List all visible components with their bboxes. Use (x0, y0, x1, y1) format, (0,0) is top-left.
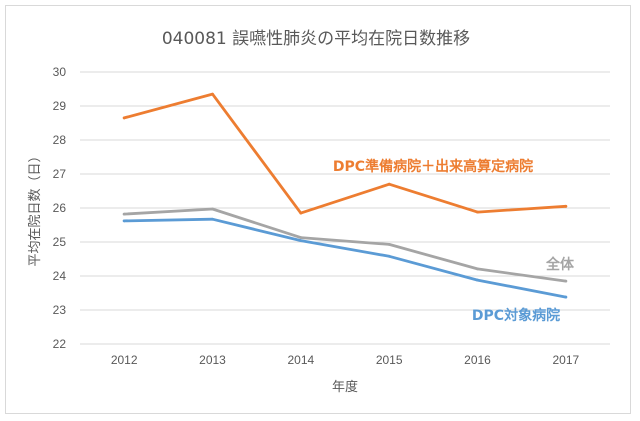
data-point (564, 204, 568, 208)
data-point (564, 279, 568, 283)
y-tick-label: 27 (53, 167, 67, 181)
series-lines (122, 92, 568, 299)
y-tick-label: 30 (53, 65, 67, 79)
x-axis-ticks: 2012 2013 2014 2015 2016 2017 (111, 353, 580, 367)
y-tick-label: 29 (53, 99, 67, 113)
x-tick-label: 2015 (376, 353, 403, 367)
gridlines (80, 71, 610, 345)
y-axis-label: 平均在院日数（日） (28, 149, 43, 266)
data-point (122, 212, 126, 216)
y-tick-label: 23 (53, 303, 67, 317)
data-point (122, 116, 126, 120)
data-point (299, 211, 303, 215)
x-tick-label: 2016 (464, 353, 491, 367)
y-tick-label: 26 (53, 201, 67, 215)
x-tick-label: 2012 (111, 353, 138, 367)
data-point (211, 92, 214, 96)
y-tick-label: 24 (53, 269, 67, 283)
data-point (387, 242, 391, 246)
x-axis-label: 年度 (332, 379, 358, 395)
y-tick-label: 22 (53, 337, 67, 351)
x-tick-label: 2013 (199, 353, 226, 367)
data-point (122, 219, 126, 223)
series-label-dpc-target: DPC対象病院 (472, 307, 560, 324)
y-tick-label: 28 (53, 133, 67, 147)
x-tick-label: 2014 (287, 353, 314, 367)
data-point (299, 236, 303, 239)
data-point (211, 207, 214, 211)
series-line-2 (122, 217, 568, 299)
series-line-1 (122, 207, 568, 283)
data-point (476, 278, 479, 282)
data-point (564, 295, 568, 299)
y-tick-label: 25 (53, 235, 67, 249)
data-point (387, 182, 391, 186)
series-line-0 (122, 92, 568, 215)
data-point (476, 210, 479, 214)
data-point (299, 239, 303, 243)
series-label-total: 全体 (545, 256, 575, 273)
chart-title: 040081 誤嚥性肺炎の平均在院日数推移 (162, 29, 470, 49)
data-point (476, 267, 479, 271)
data-point (387, 254, 391, 258)
y-axis-ticks: 22 23 24 25 26 27 28 29 30 (53, 65, 67, 351)
x-tick-label: 2017 (552, 353, 579, 367)
series-label-dpc-prep: DPC準備病院＋出来高算定病院 (333, 158, 533, 175)
data-point (211, 217, 214, 221)
